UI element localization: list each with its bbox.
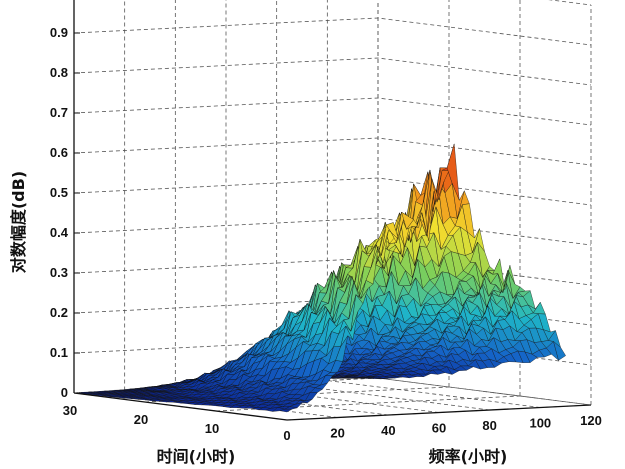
x-tick-label: 80 [482, 418, 496, 433]
z-tick-label: 0 [61, 385, 68, 400]
y-tick-label: 30 [63, 403, 77, 418]
y-tick-label: 10 [205, 421, 219, 436]
grid-line [73, 217, 592, 246]
x-tick-label: 120 [580, 413, 602, 428]
x-tick-label: 0 [283, 428, 290, 443]
x-axis-label: 频率(小时) [429, 447, 508, 466]
z-tick-label: 0.9 [50, 25, 68, 40]
y-axis-line [73, 392, 288, 421]
surface-plot [73, 143, 566, 413]
x-tick-label: 40 [381, 423, 395, 438]
surface-patch [553, 341, 566, 361]
z-tick-label: 0.4 [50, 225, 69, 240]
x-axis-line [286, 404, 592, 421]
grid-line [73, 177, 592, 206]
z-tick-label: 0.3 [50, 265, 68, 280]
grid-line [73, 97, 592, 126]
x-tick-label: 60 [432, 421, 446, 436]
z-tick-label: 0.7 [50, 105, 68, 120]
z-axis-label: 对数幅度(dB) [9, 171, 28, 273]
y-axis-label: 时间(小时) [157, 447, 236, 466]
grid-line [73, 57, 592, 86]
z-tick-label: 0.2 [50, 305, 68, 320]
y-tick-label: 20 [134, 412, 148, 427]
tick-labels: 0 0.1 0.2 0.3 0.4 0.5 0.6 0.7 0.8 0.9 10 20 40 60 80 10… [50, 25, 602, 443]
grid-line [327, 380, 541, 408]
grid-line [548, 0, 592, 6]
grid-line [377, 377, 592, 406]
grid-line [73, 137, 592, 166]
grid-line [73, 17, 592, 46]
z-tick-label: 0.8 [50, 65, 68, 80]
x-tick-label: 100 [529, 416, 551, 431]
z-tick-label: 0.5 [50, 185, 68, 200]
z-tick-label: 0.1 [50, 345, 68, 360]
x-tick-label: 20 [330, 426, 344, 441]
z-tick-label: 0.6 [50, 145, 68, 160]
